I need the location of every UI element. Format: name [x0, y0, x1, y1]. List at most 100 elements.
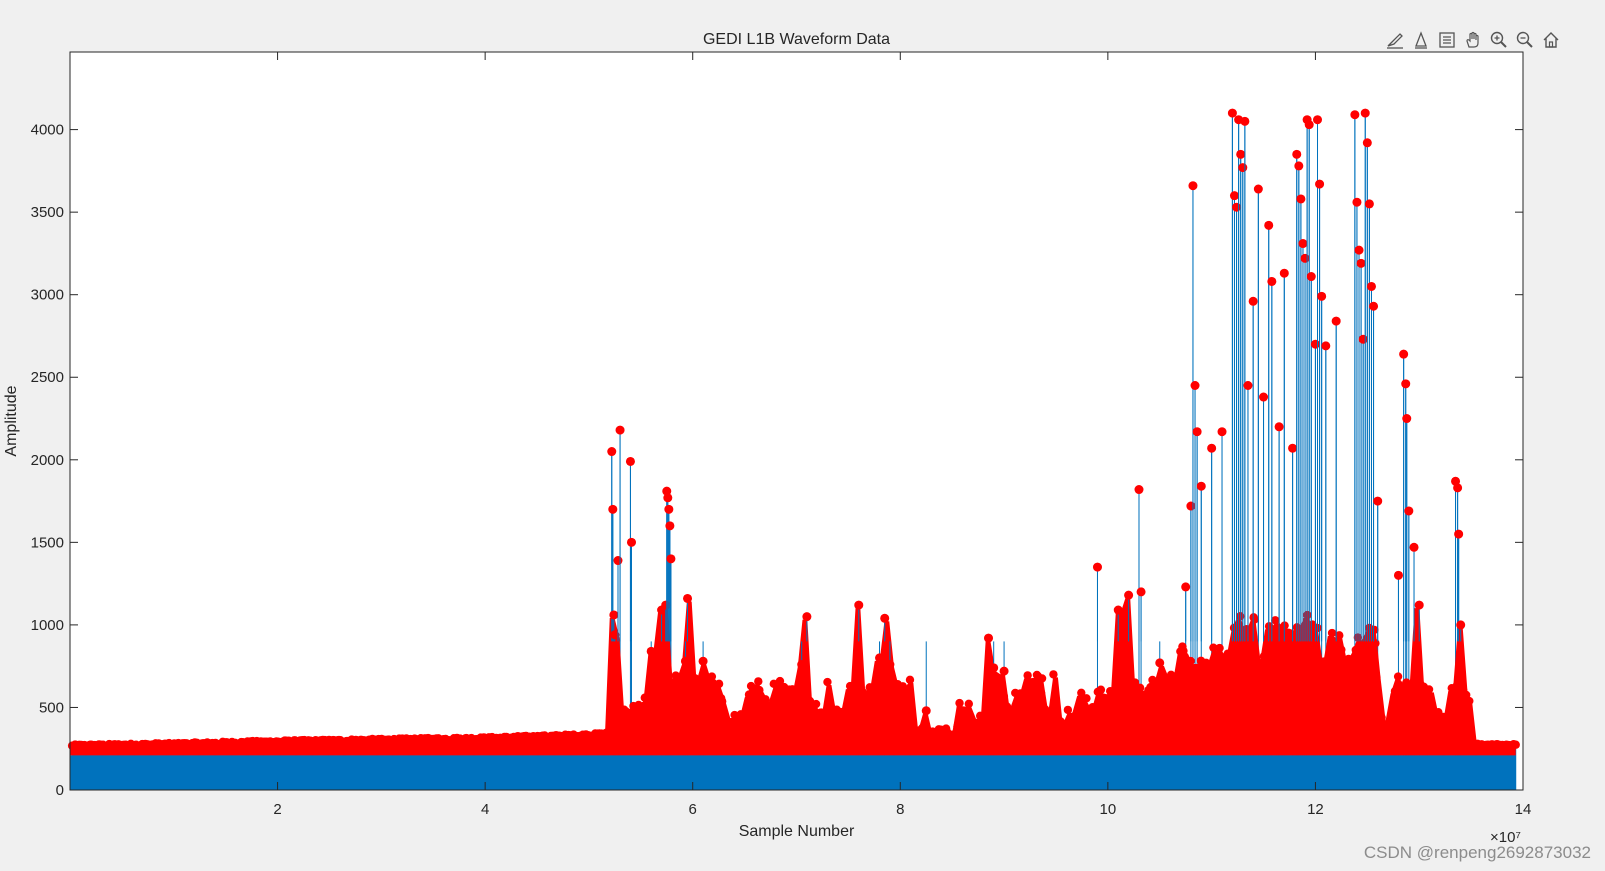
peak-marker: [666, 554, 676, 564]
stem-marker: [1166, 670, 1176, 680]
peak-marker: [1315, 179, 1325, 189]
peak-marker: [680, 656, 690, 666]
peak-marker: [1456, 620, 1466, 630]
x-tick-label: 6: [689, 801, 697, 818]
peak-marker: [1253, 184, 1263, 194]
peak-marker: [1356, 258, 1366, 268]
peak-marker: [1248, 296, 1258, 306]
stem-marker: [1023, 671, 1032, 680]
peak-marker: [1362, 138, 1372, 148]
peak-marker: [1414, 600, 1424, 610]
x-axis-label: Sample Number: [739, 823, 855, 840]
peak-marker: [1229, 191, 1239, 201]
peak-marker: [1192, 427, 1202, 437]
peak-marker: [854, 600, 864, 610]
peak-marker: [1321, 341, 1331, 351]
peak-marker: [1190, 381, 1200, 391]
peak-marker: [1236, 149, 1246, 159]
peak-marker: [802, 612, 812, 622]
stem-marker: [955, 698, 964, 708]
peak-marker: [1264, 220, 1274, 230]
stem-marker: [754, 677, 763, 686]
stem-marker: [1353, 633, 1363, 642]
peak-marker: [1292, 149, 1302, 159]
peak-marker: [1217, 427, 1227, 437]
peak-marker: [625, 456, 635, 466]
peak-marker: [1196, 481, 1206, 491]
axes-box: [69, 51, 1524, 791]
peak-marker: [662, 486, 672, 496]
peak-marker: [1134, 485, 1144, 495]
axes-toolbar: [1383, 28, 1563, 52]
y-tick-label: 1500: [31, 534, 64, 551]
y-tick-label: 500: [39, 699, 64, 716]
peak-marker: [683, 593, 693, 603]
stem-marker: [1215, 643, 1224, 653]
peak-marker: [609, 610, 619, 620]
stem-marker: [823, 677, 832, 687]
marker-dense-band: [70, 598, 1516, 756]
peak-marker: [1313, 115, 1323, 125]
y-tick-label: 3000: [31, 287, 64, 304]
y-tick-label: 0: [56, 782, 64, 799]
stem-marker: [775, 676, 785, 686]
peak-marker: [1454, 529, 1464, 539]
stem-marker: [1393, 672, 1403, 681]
peak-marker: [1317, 291, 1327, 301]
stem-marker: [1511, 740, 1520, 749]
restore-view-icon[interactable]: [1539, 28, 1563, 52]
peak-marker: [610, 630, 620, 640]
peak-marker: [1364, 199, 1374, 209]
peak-marker: [1360, 108, 1370, 118]
peak-marker: [1310, 339, 1320, 349]
y-tick-label: 4000: [31, 122, 64, 139]
peak-marker: [1366, 281, 1376, 291]
peak-marker: [999, 666, 1009, 676]
x-tick-label: 12: [1307, 801, 1324, 818]
x-tick-label: 2: [273, 801, 281, 818]
peak-marker: [1298, 239, 1308, 249]
peak-marker: [698, 656, 708, 666]
peak-marker: [646, 646, 656, 656]
x-tick-label: 8: [896, 801, 904, 818]
peak-marker: [1188, 181, 1198, 191]
brush-edit-icon[interactable]: [1383, 28, 1407, 52]
peak-marker: [1113, 605, 1123, 615]
x-tick-label: 4: [481, 801, 489, 818]
legend-toggle-icon[interactable]: [1435, 28, 1459, 52]
peak-marker: [1124, 590, 1134, 600]
stem-marker: [1335, 631, 1344, 640]
x-tick-label: 14: [1515, 801, 1532, 818]
peak-marker: [1227, 108, 1237, 118]
zoom-out-icon[interactable]: [1513, 28, 1537, 52]
peak-marker: [1136, 587, 1146, 597]
y-tick-label: 2500: [31, 369, 64, 386]
peak-marker: [984, 633, 994, 643]
peak-marker: [1288, 443, 1298, 453]
peak-marker: [1373, 496, 1383, 506]
peak-marker: [608, 504, 618, 514]
peak-marker: [1401, 379, 1411, 389]
pan-hand-icon[interactable]: [1461, 28, 1485, 52]
peak-marker: [665, 521, 675, 531]
csdn-watermark: CSDN @renpeng2692873032: [1363, 843, 1591, 862]
peak-marker: [1296, 194, 1306, 204]
peak-marker: [1306, 272, 1316, 282]
peak-marker: [613, 556, 623, 566]
peak-marker: [875, 653, 885, 663]
stem-marker: [1077, 688, 1086, 697]
stem-marker: [1271, 616, 1280, 625]
data-tips-icon[interactable]: [1409, 28, 1433, 52]
peak-marker: [1350, 110, 1360, 120]
x-exponent-label: ×10⁷: [1490, 829, 1521, 846]
peak-marker: [1404, 506, 1414, 516]
peak-marker: [1409, 542, 1419, 552]
y-axis-label: Amplitude: [3, 385, 20, 456]
stem-marker: [1096, 685, 1106, 694]
peak-marker: [1354, 245, 1364, 255]
zoom-in-icon[interactable]: [1487, 28, 1511, 52]
peak-marker: [1240, 116, 1250, 126]
peak-marker: [1186, 501, 1196, 511]
peak-marker: [1331, 316, 1341, 326]
